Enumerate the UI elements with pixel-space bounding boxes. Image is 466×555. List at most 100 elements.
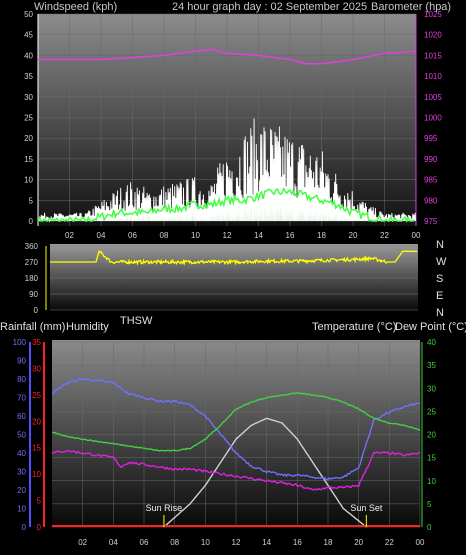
temperature-line [51,392,421,452]
direction-compass-label: N [436,239,444,251]
humidity-tick-label: 40 [17,449,26,458]
direction-tick-label: 180 [25,274,39,283]
windspeed-x-tick-label: 08 [160,231,169,240]
rainfall-tick-label: 35 [32,338,41,347]
windspeed-tick-label: 10 [24,176,33,185]
humidity-axis-title: Humidity [66,321,109,333]
direction-compass-label: S [436,273,443,285]
humidity-tick-label: 90 [17,357,26,366]
temperature-tick-label: 40 [427,338,436,347]
direction-panel [50,244,418,310]
barometer-tick-label: 1000 [424,114,442,123]
direction-compass-label: N [436,307,444,319]
temperature-tick-label: 0 [427,523,432,532]
barometer-tick-label: 1015 [424,51,442,60]
windspeed-axis-title: Windspeed (kph) [34,1,117,13]
barometer-tick-label: 975 [424,217,438,226]
graph-title: 24 hour graph day : 02 September 2025 [172,1,367,13]
barometer-tick-label: 1025 [424,10,442,19]
temperature-x-tick-label: 06 [140,538,149,547]
rainfall-tick-label: 0 [37,523,42,532]
windspeed-x-tick-label: 20 [349,231,358,240]
windspeed-x-tick-label: 02 [65,231,74,240]
windspeed-tick-label: 30 [24,93,33,102]
windspeed-x-tick-label: 12 [223,231,232,240]
windspeed-tick-label: 5 [29,196,34,205]
rainfall-tick-label: 25 [32,391,41,400]
dewpoint-axis-title: Dew Point (°C) [395,321,466,333]
barometer-tick-label: 990 [424,155,438,164]
humidity-tick-label: 70 [17,394,26,403]
temperature-tick-label: 35 [427,361,436,370]
temperature-x-tick-label: 04 [109,538,118,547]
windspeed-x-tick-label: 14 [254,231,263,240]
barometer-tick-label: 1005 [424,93,442,102]
direction-compass-label: E [436,290,443,302]
rainfall-tick-label: 10 [32,470,41,479]
windspeed-average-line [37,187,415,223]
rainfall-axis-title: Rainfall (mm) [0,321,65,333]
windspeed-x-tick-label: 00 [412,231,421,240]
humidity-tick-label: 60 [17,412,26,421]
temperature-x-tick-label: 16 [293,538,302,547]
humidity-line [51,378,421,481]
direction-tick-label: 360 [25,242,39,251]
windspeed-x-tick-label: 06 [128,231,137,240]
windspeed-tick-label: 40 [24,51,33,60]
dewpoint-line [51,449,421,491]
temperature-x-tick-label: 10 [201,538,210,547]
direction-compass-label: W [436,256,447,268]
wind-direction-line [50,249,418,266]
barometer-tick-label: 1020 [424,31,442,40]
windspeed-tick-label: 45 [24,31,33,40]
temperature-x-tick-label: 12 [232,538,241,547]
windspeed-tick-label: 50 [24,10,33,19]
windspeed-tick-label: 35 [24,72,33,81]
windspeed-x-tick-label: 16 [286,231,295,240]
barometer-tick-label: 1010 [424,72,442,81]
humidity-tick-label: 20 [17,486,26,495]
windspeed-tick-label: 20 [24,134,33,143]
windspeed-tick-label: 15 [24,155,33,164]
temperature-tick-label: 10 [427,477,436,486]
thsw-line [163,417,367,528]
direction-tick-label: 0 [34,306,39,315]
windspeed-x-tick-label: 18 [317,231,326,240]
sunset-label: Sun Set [350,503,383,513]
temperature-x-tick-label: 22 [385,538,394,547]
windspeed-tick-label: 25 [24,114,33,123]
rainfall-tick-label: 20 [32,417,41,426]
barometer-tick-label: 985 [424,176,438,185]
humidity-tick-label: 80 [17,375,26,384]
temperature-tick-label: 5 [427,500,432,509]
sunrise-label: Sun Rise [146,503,183,513]
barometer-tick-label: 995 [424,134,438,143]
temperature-x-tick-label: 14 [262,538,271,547]
barometer-line [38,48,417,65]
thsw-label: THSW [120,315,153,327]
temperature-axis-title: Temperature (°C) [312,321,396,333]
windspeed-x-tick-label: 22 [380,231,389,240]
temperature-tick-label: 20 [427,431,436,440]
temperature-x-tick-label: 18 [324,538,333,547]
humidity-tick-label: 50 [17,431,26,440]
temperature-tick-label: 25 [427,407,436,416]
temperature-x-tick-label: 20 [354,538,363,547]
temperature-tick-label: 15 [427,454,436,463]
windspeed-gust-line [37,118,417,223]
humidity-tick-label: 10 [17,505,26,514]
humidity-tick-label: 0 [22,523,27,532]
barometer-tick-label: 980 [424,196,438,205]
windspeed-x-tick-label: 10 [191,231,200,240]
temperature-x-tick-label: 08 [170,538,179,547]
windspeed-tick-label: 0 [29,217,34,226]
direction-tick-label: 270 [25,258,39,267]
temperature-x-tick-label: 00 [416,538,425,547]
barometer-axis-title: Barometer (hpa) [371,1,451,13]
windspeed-x-tick-label: 04 [97,231,106,240]
temperature-tick-label: 30 [427,384,436,393]
rainfall-tick-label: 30 [32,364,41,373]
rainfall-tick-label: 15 [32,444,41,453]
rainfall-tick-label: 5 [37,497,42,506]
